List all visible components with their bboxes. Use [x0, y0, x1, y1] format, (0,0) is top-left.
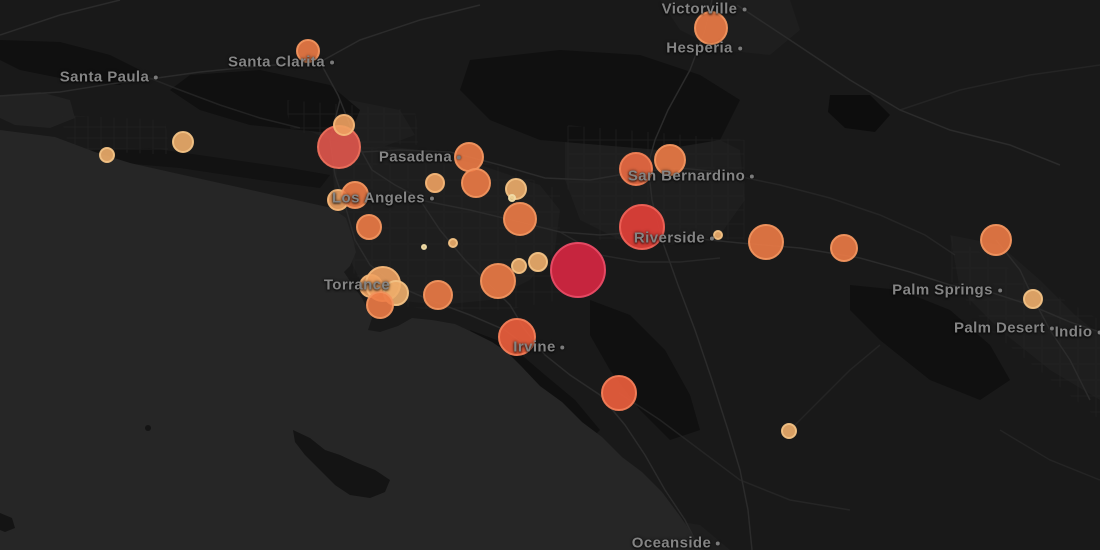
ocean	[0, 130, 703, 550]
map-bubble-lightorange[interactable]	[333, 114, 355, 136]
map-bubble-orange[interactable]	[503, 202, 537, 236]
map-bubble-yellow[interactable]	[421, 244, 427, 250]
map-bubble-orange[interactable]	[423, 280, 453, 310]
map-bubble-redorange[interactable]	[498, 318, 536, 356]
map-bubble-orange[interactable]	[341, 181, 369, 209]
map-bubble-red[interactable]	[619, 204, 665, 250]
map-bubble-tan[interactable]	[781, 423, 797, 439]
map-bubble-redorange[interactable]	[601, 375, 637, 411]
map-bubble-deeporange[interactable]	[619, 152, 653, 186]
map-bubble-tan[interactable]	[505, 178, 527, 200]
map-bubble-tan[interactable]	[448, 238, 458, 248]
map-bubble-orange[interactable]	[748, 224, 784, 260]
map-bubble-tan[interactable]	[172, 131, 194, 153]
map-bubble-orange[interactable]	[461, 168, 491, 198]
map-bubble-orange[interactable]	[830, 234, 858, 262]
map-bubble-tan[interactable]	[99, 147, 115, 163]
map-bubble-yellow[interactable]	[508, 194, 516, 202]
map-bubble-tan[interactable]	[713, 230, 723, 240]
map-bubble-lightorange[interactable]	[425, 173, 445, 193]
map-bubble-orange[interactable]	[980, 224, 1012, 256]
map-bubble-orange[interactable]	[694, 11, 728, 45]
map-bubble-tan[interactable]	[528, 252, 548, 272]
map-bubble-orange[interactable]	[454, 142, 484, 172]
map-bubble-orange[interactable]	[366, 291, 394, 319]
map-bubble-orange[interactable]	[654, 144, 686, 176]
map-bubble-tan[interactable]	[511, 258, 527, 274]
map-bubble-crimson[interactable]	[550, 242, 606, 298]
islands	[0, 425, 390, 532]
map-bubble-orange[interactable]	[296, 39, 320, 63]
map-bubble-orange[interactable]	[480, 263, 516, 299]
map-bubble-tan[interactable]	[1023, 289, 1043, 309]
map-bubble-orange[interactable]	[356, 214, 382, 240]
